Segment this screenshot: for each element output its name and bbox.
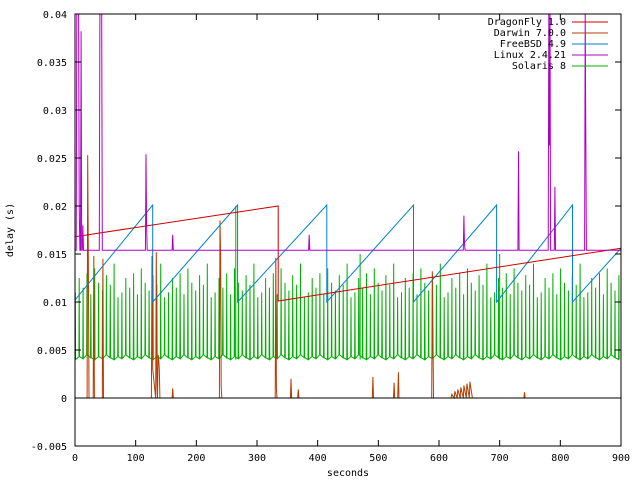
y-tick-label: 0	[61, 394, 67, 405]
plot-series-layer	[75, 14, 621, 400]
legend-label: Solaris 8	[512, 61, 566, 72]
x-tick-label: 0	[72, 453, 78, 464]
x-tick-label: 800	[551, 453, 569, 464]
legend-label: Darwin 7.0.0	[494, 28, 566, 39]
series-line-solaris-8	[75, 263, 620, 361]
x-axis: 0 100 200 300 400 500 600 700 800 900	[72, 14, 630, 464]
x-tick-label: 100	[127, 453, 145, 464]
legend-label: FreeBSD 4.9	[500, 39, 566, 50]
series-line-dragonfly-1-0	[75, 205, 621, 302]
series-line-freebsd-4-9	[75, 203, 621, 304]
x-tick-label: 500	[369, 453, 387, 464]
y-tick-label: 0.02	[43, 202, 67, 213]
legend-label: DragonFly 1.0	[488, 17, 566, 28]
y-tick-label: 0.035	[37, 58, 67, 69]
legend-label: Linux 2.4.21	[494, 50, 566, 61]
y-tick-label: -0.005	[31, 442, 67, 453]
x-axis-label: seconds	[327, 468, 369, 479]
y-tick-label: 0.04	[43, 10, 67, 21]
x-tick-label: 300	[248, 453, 266, 464]
y-tick-label: 0.025	[37, 154, 67, 165]
x-tick-label: 600	[430, 453, 448, 464]
y-axis: -0.005 0 0.005 0.01 0.015 0.02 0.025 0.03 0.035 0…	[31, 10, 621, 453]
y-tick-label: 0.015	[37, 250, 67, 261]
y-tick-label: 0.01	[43, 298, 67, 309]
series-line-linux-2-4-21	[75, 14, 621, 251]
y-tick-label: 0.005	[37, 346, 67, 357]
x-tick-label: 700	[491, 453, 509, 464]
x-tick-label: 400	[309, 453, 327, 464]
y-tick-label: 0.03	[43, 106, 67, 117]
x-tick-label: 200	[187, 453, 205, 464]
x-tick-label: 900	[612, 453, 630, 464]
plot-frame	[74, 13, 622, 447]
y-axis-label: delay (s)	[5, 203, 16, 257]
series-line-darwin-7-0-0	[75, 155, 621, 400]
